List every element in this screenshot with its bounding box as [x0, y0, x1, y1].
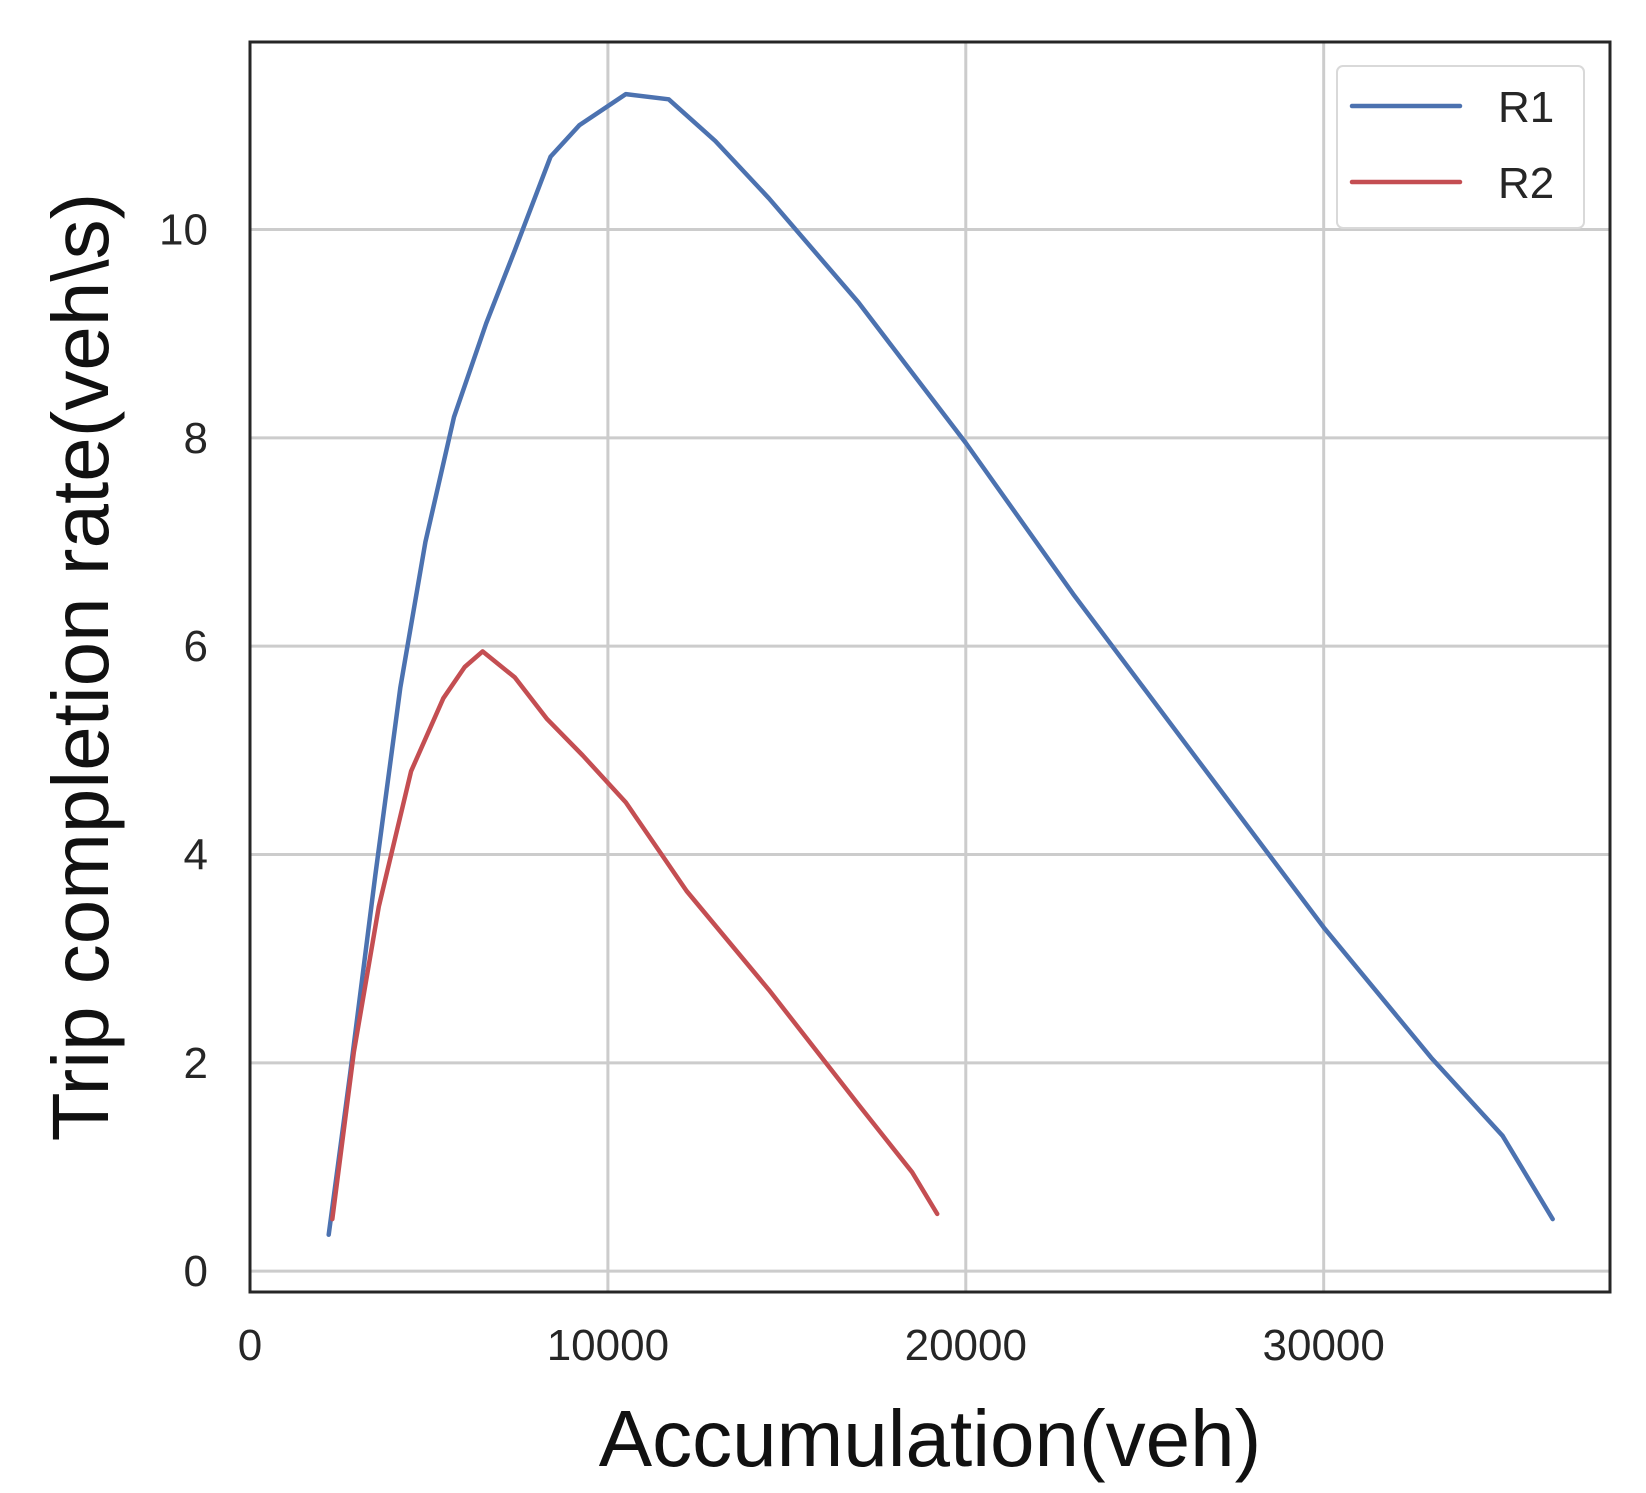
legend: R1 R2: [1336, 65, 1585, 229]
y-tick-label: 8: [184, 414, 208, 463]
x-axis-label: Accumulation(veh): [599, 1394, 1262, 1483]
grid-lines: [250, 42, 1610, 1292]
x-tick-label: 30000: [1263, 1321, 1385, 1370]
legend-label-r1: R1: [1498, 83, 1554, 132]
legend-items: R1 R2: [1349, 83, 1554, 208]
y-tick-label: 6: [184, 622, 208, 671]
plot-frame: [248, 40, 1612, 1294]
series-lines: [326, 91, 1555, 1237]
x-tick-label: 20000: [905, 1321, 1027, 1370]
x-tick-label: 10000: [547, 1321, 669, 1370]
y-tick-label: 0: [184, 1247, 208, 1296]
y-tick-label: 10: [159, 206, 208, 255]
y-axis-label: Trip completion rate(veh\s): [36, 193, 125, 1141]
y-tick-label: 2: [184, 1039, 208, 1088]
legend-label-r2: R2: [1498, 159, 1554, 208]
tick-labels: 0 10000 20000 30000 0 2 4 6 8 10: [159, 206, 1385, 1371]
x-tick-label: 0: [238, 1321, 262, 1370]
y-tick-label: 4: [184, 831, 208, 880]
series-line-r2: [330, 649, 940, 1222]
series-line-r1: [326, 91, 1555, 1237]
